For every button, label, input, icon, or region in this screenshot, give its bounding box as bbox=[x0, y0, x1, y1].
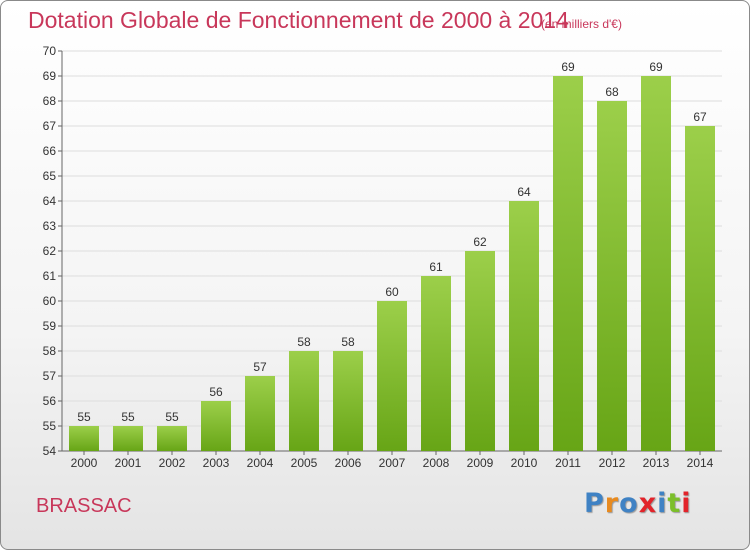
data-labels: 55 55 55 56 57 58 58 60 61 62 64 69 68 69 67 bbox=[77, 60, 707, 424]
data-label-2009: 62 bbox=[473, 235, 487, 249]
y-tick-label-14: 68 bbox=[43, 94, 57, 108]
data-label-2000: 55 bbox=[77, 410, 91, 424]
y-tick-label-5: 59 bbox=[43, 319, 57, 333]
bar-2013 bbox=[641, 76, 671, 451]
bar-2011 bbox=[553, 76, 583, 451]
y-tick-label-10: 64 bbox=[43, 194, 57, 208]
bar-2001 bbox=[113, 426, 143, 451]
logo-letter-0: P bbox=[584, 488, 605, 519]
bar-2012 bbox=[597, 101, 627, 451]
bar-2005 bbox=[289, 351, 319, 451]
logo-letter-2: o bbox=[619, 488, 639, 519]
y-tick-label-15: 69 bbox=[43, 69, 57, 83]
bar-2002 bbox=[157, 426, 187, 451]
bar-2000 bbox=[69, 426, 99, 451]
bar-2004 bbox=[245, 376, 275, 451]
x-tick-label-2006: 2006 bbox=[335, 456, 362, 470]
logo-letter-1: r bbox=[604, 488, 620, 519]
x-tick-label-2001: 2001 bbox=[115, 456, 142, 470]
logo-letter-4: i bbox=[657, 488, 668, 519]
bars bbox=[69, 76, 715, 451]
data-label-2014: 67 bbox=[693, 110, 707, 124]
data-label-2008: 61 bbox=[429, 260, 443, 274]
chart-title: Dotation Globale de Fonctionnement de 20… bbox=[28, 7, 569, 33]
data-label-2005: 58 bbox=[297, 335, 311, 349]
data-label-2012: 68 bbox=[605, 85, 619, 99]
x-tick-label-2000: 2000 bbox=[71, 456, 98, 470]
data-label-2001: 55 bbox=[121, 410, 135, 424]
x-tick-label-2010: 2010 bbox=[511, 456, 538, 470]
x-tick-label-2009: 2009 bbox=[467, 456, 494, 470]
y-tick-label-3: 57 bbox=[43, 369, 57, 383]
bar-2009 bbox=[465, 251, 495, 451]
x-tick-label-2003: 2003 bbox=[203, 456, 230, 470]
y-tick-label-1: 55 bbox=[43, 419, 57, 433]
y-tick-label-11: 65 bbox=[43, 169, 57, 183]
x-tick-label-2004: 2004 bbox=[247, 456, 274, 470]
x-tick-label-2013: 2013 bbox=[643, 456, 670, 470]
unit-label: (en milliers d'€) bbox=[541, 17, 622, 31]
bar-2008 bbox=[421, 276, 451, 451]
x-tick-label-2012: 2012 bbox=[599, 456, 626, 470]
x-tick-label-2007: 2007 bbox=[379, 456, 406, 470]
bar-2003 bbox=[201, 401, 231, 451]
x-tick-label-2014: 2014 bbox=[687, 456, 714, 470]
data-label-2004: 57 bbox=[253, 360, 267, 374]
data-label-2013: 69 bbox=[649, 60, 663, 74]
bar-2014 bbox=[685, 126, 715, 451]
logo-letter-6: i bbox=[681, 488, 692, 519]
y-tick-label-4: 58 bbox=[43, 344, 57, 358]
x-tick-label-2008: 2008 bbox=[423, 456, 450, 470]
logo-letter-5: t bbox=[667, 488, 682, 519]
y-tick-label-16: 70 bbox=[43, 44, 57, 58]
y-tick-label-12: 66 bbox=[43, 144, 57, 158]
y-tick-label-0: 54 bbox=[43, 444, 57, 458]
data-label-2011: 69 bbox=[561, 60, 575, 74]
x-tick-label-2011: 2011 bbox=[555, 456, 581, 470]
place-name: BRASSAC bbox=[36, 495, 132, 517]
data-label-2010: 64 bbox=[517, 185, 531, 199]
bar-2007 bbox=[377, 301, 407, 451]
logo-letter-3: x bbox=[638, 488, 658, 519]
data-label-2007: 60 bbox=[385, 285, 399, 299]
data-label-2003: 56 bbox=[209, 385, 223, 399]
data-label-2002: 55 bbox=[165, 410, 179, 424]
x-tick-label-2002: 2002 bbox=[159, 456, 186, 470]
y-tick-label-7: 61 bbox=[43, 269, 57, 283]
y-tick-label-8: 62 bbox=[43, 244, 57, 258]
y-tick-label-9: 63 bbox=[43, 219, 57, 233]
proxiti-logo: Proxiti bbox=[584, 488, 692, 519]
y-tick-label-2: 56 bbox=[43, 394, 57, 408]
y-tick-label-13: 67 bbox=[43, 119, 57, 133]
bar-2006 bbox=[333, 351, 363, 451]
data-label-2006: 58 bbox=[341, 335, 355, 349]
x-tick-label-2005: 2005 bbox=[291, 456, 318, 470]
y-tick-label-6: 60 bbox=[43, 294, 57, 308]
bar-2010 bbox=[509, 201, 539, 451]
